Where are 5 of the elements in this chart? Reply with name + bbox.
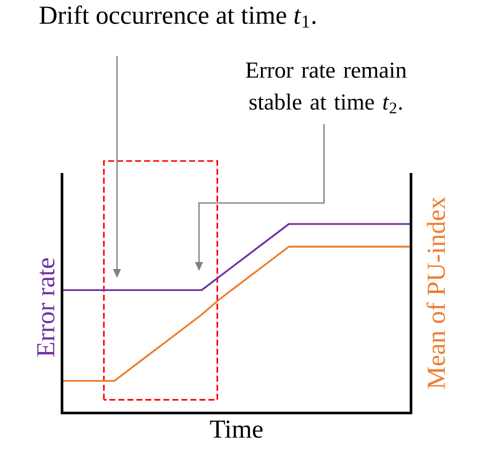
y-axis-title: Error rate: [37, 258, 54, 357]
y2-axis-title: Mean of PU-index: [426, 196, 446, 389]
text: Drift occurrence at time t$_{1}$.: [40, 6, 316, 28]
x-axis-title: Time: [210, 420, 262, 438]
text: Error rate remain stable at time t$_{2}$.: [246, 62, 406, 114]
